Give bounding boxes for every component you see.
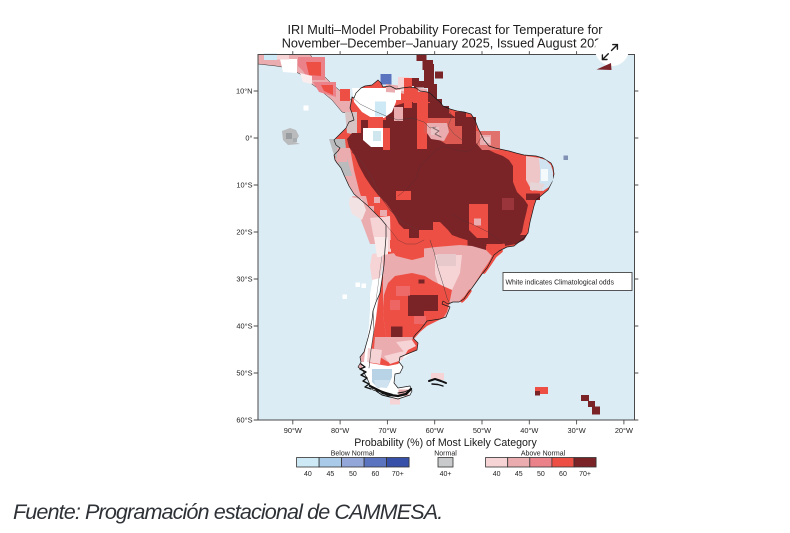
svg-text:70+: 70+	[392, 471, 404, 478]
svg-text:November–December–January 2025: November–December–January 2025, Issued A…	[282, 36, 609, 50]
svg-text:20°W: 20°W	[615, 426, 633, 435]
svg-text:0°: 0°	[245, 134, 252, 143]
svg-text:White indicates Climatological: White indicates Climatological odds	[506, 279, 615, 286]
svg-text:50: 50	[537, 471, 545, 478]
svg-text:30°S: 30°S	[236, 275, 252, 284]
svg-text:45: 45	[326, 471, 334, 478]
svg-text:30°W: 30°W	[568, 426, 586, 435]
svg-text:10°N: 10°N	[236, 87, 253, 96]
svg-text:60°W: 60°W	[426, 426, 444, 435]
svg-text:Probability (%) of Most Likely: Probability (%) of Most Likely Category	[354, 437, 537, 449]
svg-text:60: 60	[559, 471, 567, 478]
svg-text:Normal: Normal	[434, 450, 457, 457]
svg-text:50°S: 50°S	[236, 369, 252, 378]
svg-text:70+: 70+	[579, 471, 591, 478]
svg-text:50°W: 50°W	[473, 426, 491, 435]
svg-text:40: 40	[493, 471, 501, 478]
svg-text:Above Normal: Above Normal	[521, 450, 566, 457]
svg-text:80°W: 80°W	[331, 426, 349, 435]
svg-text:40°S: 40°S	[236, 322, 252, 331]
svg-text:50: 50	[349, 471, 357, 478]
svg-text:40°W: 40°W	[520, 426, 538, 435]
svg-text:Below Normal: Below Normal	[331, 450, 375, 457]
svg-text:10°S: 10°S	[236, 181, 252, 190]
svg-text:60: 60	[371, 471, 379, 478]
svg-text:70°W: 70°W	[378, 426, 396, 435]
svg-text:45: 45	[515, 471, 523, 478]
svg-text:Fuente: Programación estaciona: Fuente: Programación estacional de CAMME…	[13, 499, 442, 524]
svg-text:IRI Multi–Model Probability Fo: IRI Multi–Model Probability Forecast for…	[288, 23, 604, 37]
svg-text:40: 40	[304, 471, 312, 478]
svg-text:60°S: 60°S	[236, 416, 252, 425]
svg-text:90°W: 90°W	[284, 426, 302, 435]
svg-text:20°S: 20°S	[236, 228, 252, 237]
svg-text:40+: 40+	[440, 471, 452, 478]
